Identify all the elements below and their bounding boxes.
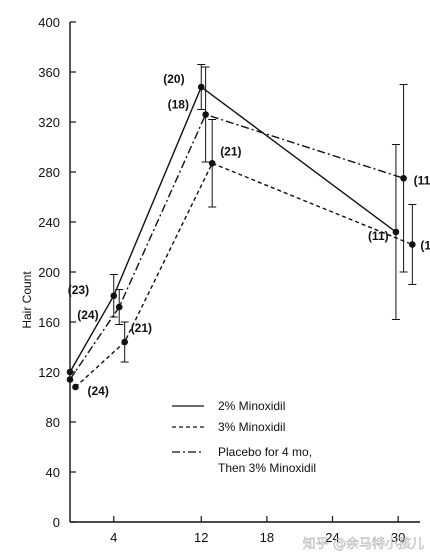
data-point-3-1 (66, 376, 74, 383)
legend: 2% Minoxidil 3% Minoxidil Placebo for 4 … (172, 399, 316, 475)
data-point-3-4 (400, 174, 407, 182)
data-point-2-4 (409, 241, 416, 248)
x-tick-label-24: 24 (325, 530, 339, 545)
y-tick-label-0: 0 (53, 515, 60, 530)
x-tick-label-12: 12 (194, 530, 208, 545)
y-tick-label-240: 240 (38, 215, 60, 230)
y-tick-label-80: 80 (46, 415, 60, 430)
data-point-1-1 (66, 368, 74, 376)
x-tick-label-4: 4 (110, 530, 117, 545)
data-point-1-3 (197, 83, 205, 91)
x-tick-label-30: 30 (391, 530, 405, 545)
y-tick-label-200: 200 (38, 265, 60, 280)
y-tick-label-320: 320 (38, 115, 60, 130)
data-point-2-1 (72, 383, 79, 391)
data-label-3-4: (11) (414, 173, 430, 187)
data-point-3-2 (115, 303, 123, 311)
y-tick-label-280: 280 (38, 165, 60, 180)
data-label-1-2: (23) (68, 283, 89, 297)
y-axis-label: Hair Count (20, 271, 34, 329)
series-line-2 (74, 162, 413, 388)
series-line-1 (69, 85, 397, 373)
series-group (66, 64, 417, 391)
data-label-1-4: (11) (368, 229, 389, 243)
data-label-2-1: (24) (87, 384, 108, 398)
legend-label-placebo-2: Then 3% Minoxidil (218, 461, 316, 475)
data-point-2-2 (121, 338, 128, 346)
x-tick-label-18: 18 (260, 530, 274, 545)
data-label-1-3: (20) (163, 72, 184, 86)
data-label-2-3: (21) (220, 144, 241, 158)
y-tick-label-160: 160 (38, 315, 60, 330)
data-point-1-4 (392, 228, 400, 236)
data-point-1-2 (110, 292, 118, 300)
watermark: 知乎 @余马特小孩儿 (303, 536, 424, 552)
series-line-3 (69, 113, 404, 380)
data-label-3-3: (18) (168, 98, 189, 112)
y-tick-label-360: 360 (38, 65, 60, 80)
y-ticks: 0 40 80 120 160 200 240 280 320 360 400 (38, 15, 76, 530)
x-ticks: 4 12 18 24 30 (110, 516, 405, 545)
y-tick-label-40: 40 (46, 465, 60, 480)
y-tick-label-400: 400 (38, 15, 60, 30)
legend-label-2pct: 2% Minoxidil (218, 399, 285, 413)
data-point-3-3 (202, 111, 209, 118)
y-tick-label-120: 120 (38, 365, 60, 380)
data-label-3-2: (24) (77, 308, 98, 322)
legend-label-3pct: 3% Minoxidil (218, 420, 285, 434)
data-label-2-2: (21) (131, 321, 152, 335)
legend-label-placebo-1: Placebo for 4 mo, (218, 445, 312, 459)
point-annotations: (23) (20) (11) (24) (21) (21) (11) (24) (18) (11) (68, 72, 430, 398)
data-point-2-3 (208, 159, 216, 167)
data-label-2-4: (11) (420, 239, 430, 253)
